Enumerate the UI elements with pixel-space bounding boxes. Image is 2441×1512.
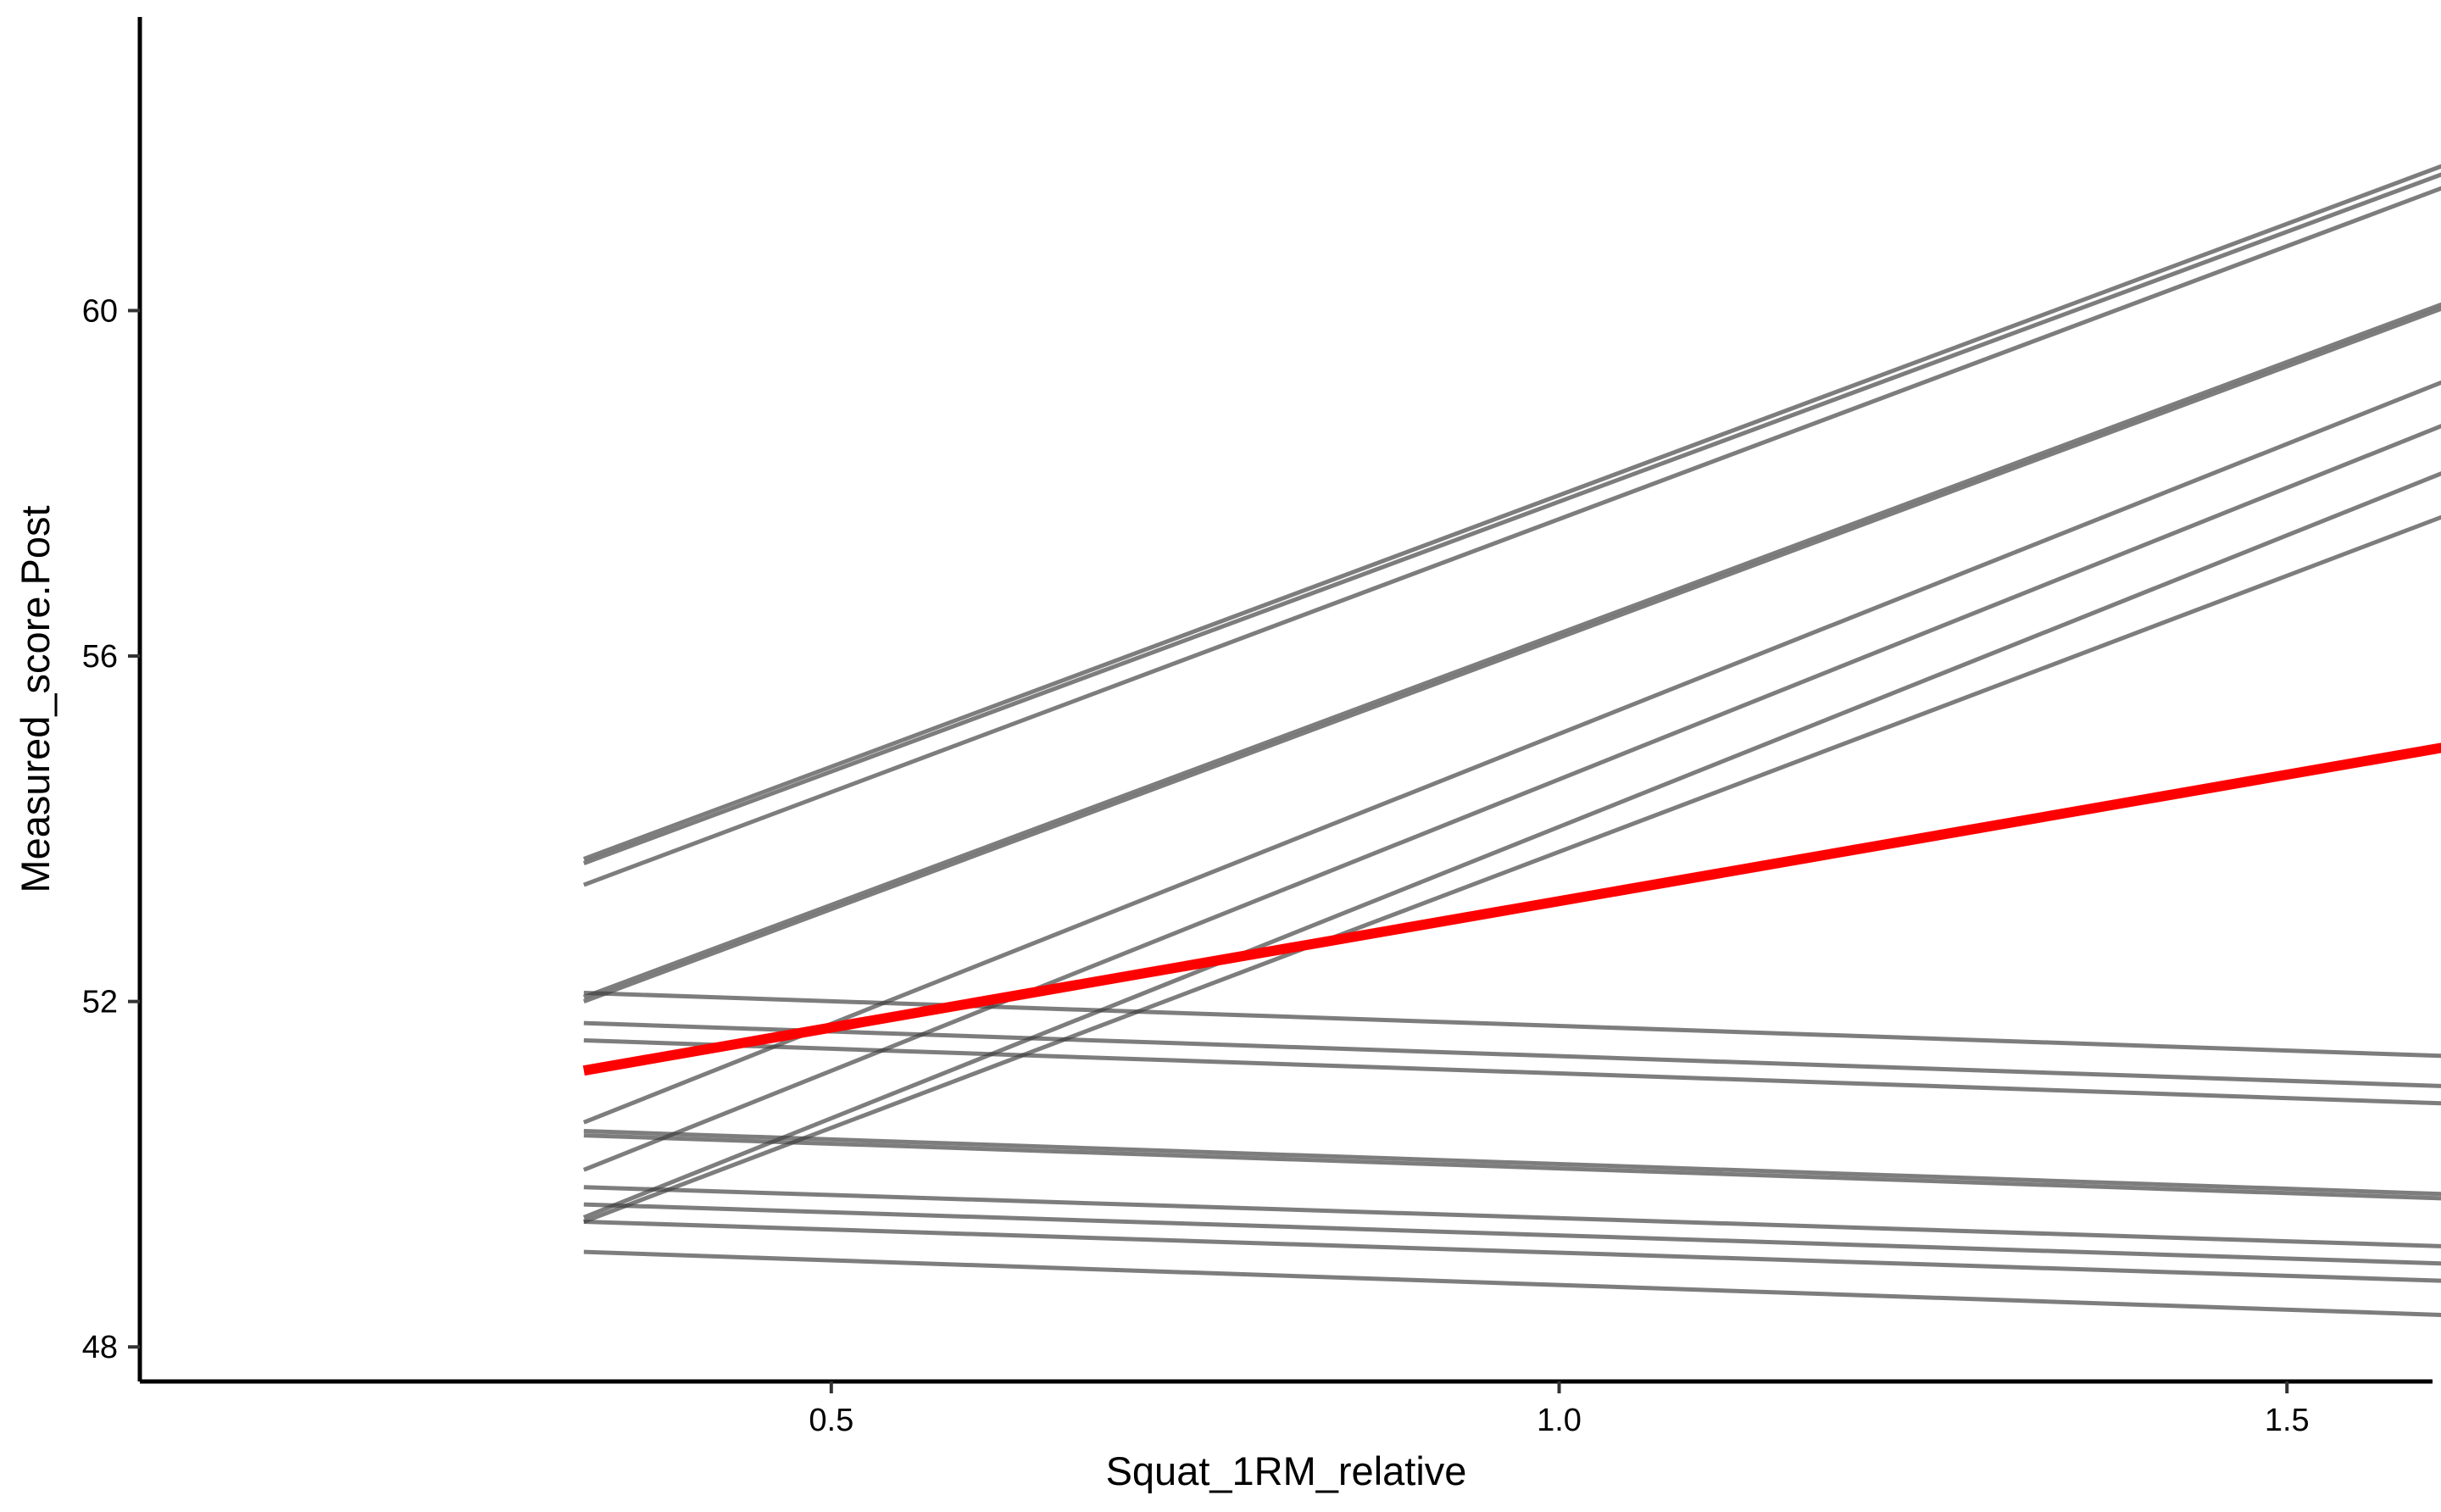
individual-line-12	[583, 1038, 2441, 1106]
average-line	[582, 742, 2441, 1076]
individual-line-16	[583, 1202, 2441, 1266]
x-tick-label: 0.5	[809, 1403, 854, 1438]
axes	[137, 17, 2433, 1384]
individual-line-13	[583, 1128, 2441, 1197]
individual-line-14	[583, 1133, 2441, 1201]
individual-line-18	[583, 1249, 2441, 1317]
x-tick-label: 1.0	[1537, 1403, 1582, 1438]
individual-line-3	[582, 186, 2441, 887]
individual-line-4	[582, 302, 2441, 999]
y-tick-label: 56	[82, 639, 118, 675]
individual-line-17	[583, 1219, 2441, 1283]
individual-line-2	[582, 172, 2441, 865]
x-tick-label: 1.5	[2265, 1403, 2310, 1438]
y-tick-label: 60	[82, 293, 118, 329]
individual-line-6	[582, 380, 2441, 1125]
individual-line-10	[583, 990, 2441, 1059]
series-layer	[582, 164, 2441, 1317]
ticks: 0.5 1.0 1.5 48 52 56 60	[82, 293, 2310, 1438]
individual-line-9	[582, 514, 2441, 1224]
individual-line-1	[582, 164, 2441, 861]
y-tick-label: 52	[82, 985, 118, 1020]
y-tick-label: 48	[82, 1330, 118, 1365]
individual-line-11	[583, 1020, 2441, 1088]
y-axis-title: Measured_score.Post	[13, 505, 58, 892]
individual-line-15	[583, 1185, 2441, 1248]
individual-line-8	[582, 471, 2441, 1220]
x-axis-title: Squat_1RM_relative	[1106, 1448, 1467, 1493]
individual-line-5	[582, 306, 2441, 1003]
